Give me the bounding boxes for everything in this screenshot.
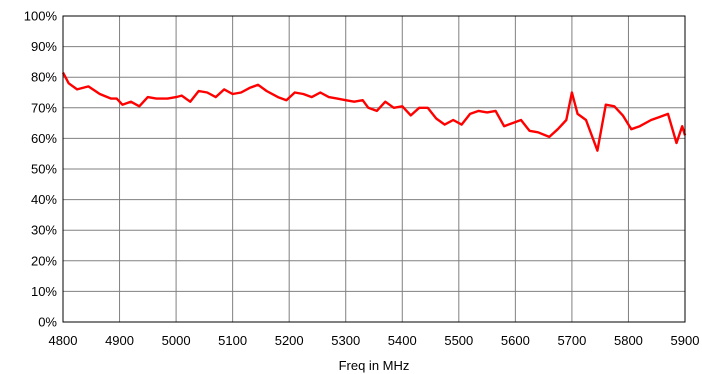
y-tick-label: 80% <box>31 70 57 85</box>
y-tick-label: 40% <box>31 192 57 207</box>
x-tick-label: 5900 <box>671 333 700 348</box>
x-tick-label: 5700 <box>557 333 586 348</box>
x-axis-label: Freq in MHz <box>339 358 410 373</box>
series-line <box>61 72 687 152</box>
y-tick-label: 60% <box>31 131 57 146</box>
x-tick-label: 5800 <box>614 333 643 348</box>
x-tick-labels: 4800 4900 5000 5100 5200 5300 5400 5500 5600 5700… <box>49 333 700 348</box>
y-tick-label: 70% <box>31 100 57 115</box>
y-tick-label: 50% <box>31 162 57 177</box>
x-tick-label: 5100 <box>218 333 247 348</box>
x-tick-label: 4800 <box>49 333 78 348</box>
plot-border <box>62 15 686 323</box>
y-tick-label: 0% <box>38 315 57 330</box>
x-tick-label: 5600 <box>501 333 530 348</box>
x-tick-label: 4900 <box>105 333 134 348</box>
y-tick-label: 20% <box>31 253 57 268</box>
y-tick-label: 30% <box>31 223 57 238</box>
x-tick-label: 5000 <box>162 333 191 348</box>
y-tick-label: 90% <box>31 39 57 54</box>
x-tick-label: 5300 <box>331 333 360 348</box>
x-tick-label: 5500 <box>444 333 473 348</box>
y-tick-label: 10% <box>31 284 57 299</box>
series-lines <box>61 72 687 152</box>
y-tick-labels: 0% 10% 20% 30% 40% 50% 60% 70% 80% 90% 100% <box>24 9 58 330</box>
x-tick-label: 5200 <box>275 333 304 348</box>
x-tick-label: 5400 <box>388 333 417 348</box>
y-tick-label: 100% <box>24 9 58 24</box>
